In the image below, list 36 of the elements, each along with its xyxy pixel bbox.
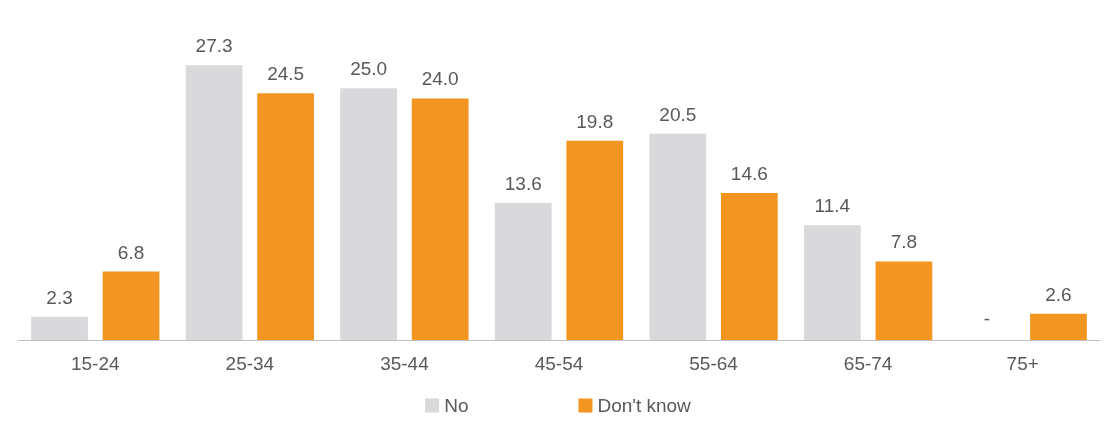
bar bbox=[102, 271, 160, 340]
bar bbox=[340, 88, 398, 340]
x-tick-label: 15-24 bbox=[70, 353, 121, 374]
bar bbox=[494, 203, 552, 340]
x-tick-label: 65-74 bbox=[843, 353, 893, 374]
data-label: 19.8 bbox=[576, 110, 614, 132]
bar bbox=[649, 133, 707, 340]
bar bbox=[31, 316, 88, 340]
x-tick-label: 45-54 bbox=[534, 353, 584, 374]
data-label: 13.6 bbox=[504, 173, 542, 195]
bar bbox=[411, 98, 469, 340]
data-label: 24.0 bbox=[421, 68, 459, 90]
bar bbox=[185, 65, 243, 340]
data-label: 2.6 bbox=[1045, 283, 1072, 305]
x-tick-label: 35-44 bbox=[380, 353, 430, 374]
data-label: 14.6 bbox=[730, 163, 768, 185]
x-tick-label: 55-64 bbox=[689, 353, 739, 374]
bar bbox=[875, 261, 933, 340]
data-label: 24.5 bbox=[267, 63, 305, 85]
bar bbox=[720, 193, 778, 340]
bar bbox=[1030, 313, 1087, 340]
data-label: 20.5 bbox=[659, 103, 697, 125]
bar bbox=[566, 140, 624, 340]
data-label: 27.3 bbox=[195, 35, 233, 57]
legend-label: No bbox=[444, 395, 469, 416]
data-label: 7.8 bbox=[890, 231, 918, 253]
bar bbox=[257, 93, 314, 340]
data-label: 25.0 bbox=[350, 58, 388, 80]
data-label: 6.8 bbox=[117, 241, 145, 263]
text: - bbox=[983, 308, 991, 329]
data-label: 11.4 bbox=[814, 195, 851, 217]
legend-label: Don't know bbox=[597, 395, 692, 416]
x-tick-label: 25-34 bbox=[225, 353, 275, 374]
bar bbox=[804, 225, 861, 340]
data-label: 2.3 bbox=[46, 286, 73, 308]
x-tick-label: 75+ bbox=[1006, 353, 1039, 374]
